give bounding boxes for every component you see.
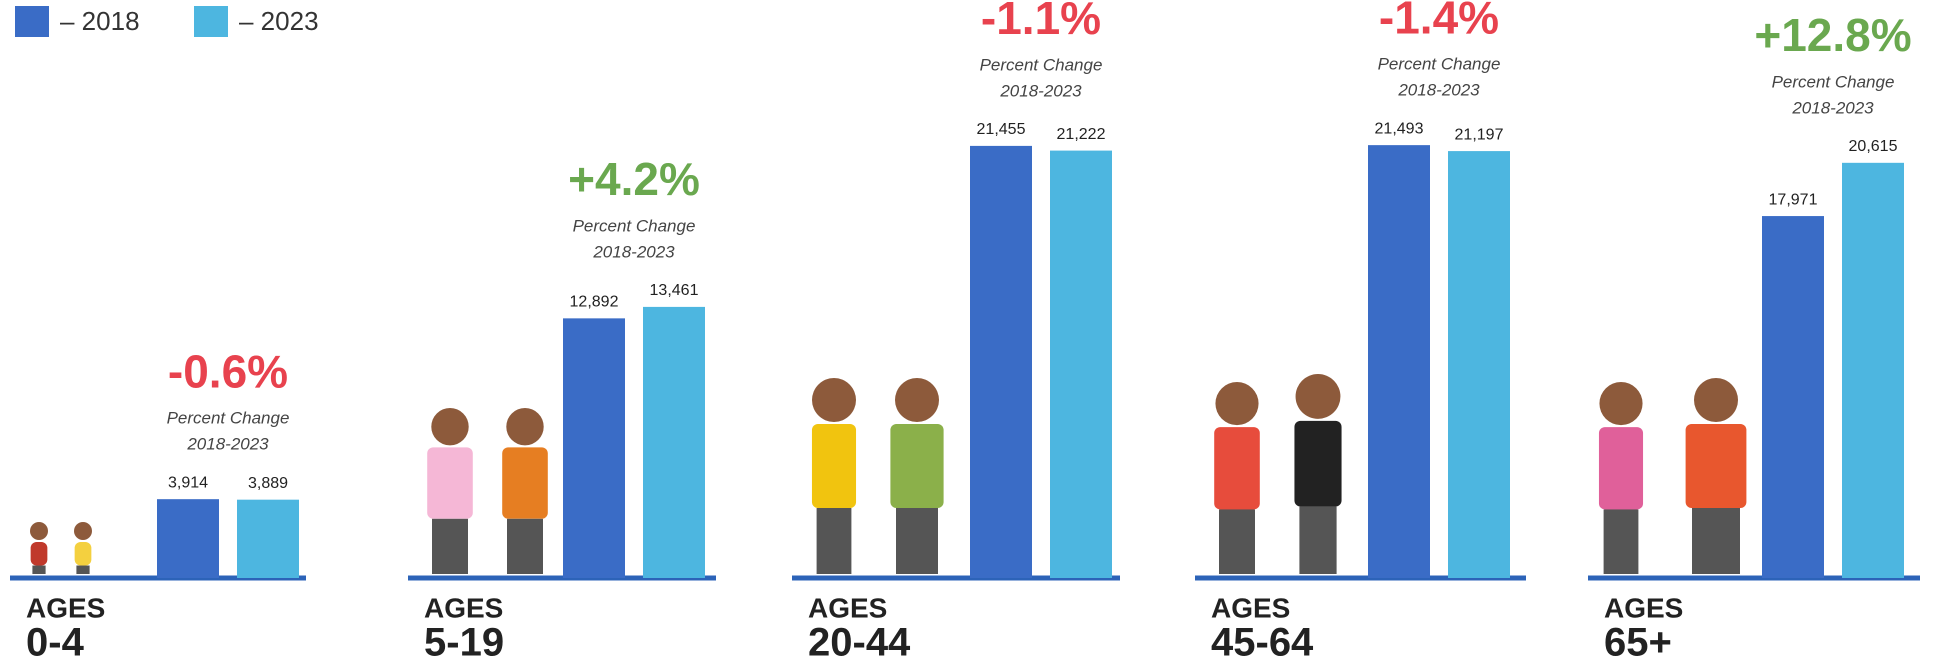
change-period: 2018-2023	[1791, 98, 1874, 117]
x-tick-label: 5-19	[424, 621, 504, 664]
legend-label: – 2018	[60, 6, 140, 36]
person-part	[1295, 374, 1341, 419]
category-prefix: AGES	[1604, 592, 1683, 623]
change-caption: Percent Change	[980, 55, 1103, 74]
person-part	[890, 424, 944, 508]
person-part	[507, 518, 543, 574]
value-label: 20,615	[1849, 138, 1898, 155]
change-caption: Percent Change	[1378, 55, 1501, 74]
person-part	[1603, 509, 1639, 574]
legend-swatch	[15, 6, 49, 37]
change-caption: Percent Change	[573, 216, 696, 235]
person-part	[427, 447, 473, 519]
person-part	[502, 447, 548, 519]
bar	[970, 145, 1032, 578]
person-part	[76, 565, 90, 574]
x-tick-label: 45-64	[1211, 621, 1314, 664]
person-icon	[890, 378, 944, 574]
bar	[1762, 216, 1824, 578]
x-tick-label: 65+	[1604, 621, 1672, 664]
value-label: 21,493	[1375, 120, 1424, 137]
x-tick-label: 0-4	[26, 621, 85, 664]
bar	[237, 499, 299, 578]
bar	[1368, 145, 1430, 578]
percent-change: -1.4%	[1379, 0, 1499, 43]
legend-label: – 2023	[239, 6, 319, 36]
category-prefix: AGES	[808, 592, 887, 623]
change-period: 2018-2023	[186, 435, 269, 454]
category-prefix: AGES	[424, 592, 503, 623]
change-caption: Percent Change	[1772, 72, 1895, 91]
person-icon	[811, 378, 857, 574]
person-part	[1219, 509, 1255, 574]
person-icon	[1685, 378, 1747, 574]
change-period: 2018-2023	[1397, 81, 1480, 100]
person-icon	[74, 522, 92, 574]
change-period: 2018-2023	[999, 81, 1082, 100]
value-label: 21,197	[1455, 126, 1504, 143]
value-label: 3,914	[168, 474, 208, 491]
person-part	[1598, 427, 1644, 510]
category-prefix: AGES	[1211, 592, 1290, 623]
person-part	[1692, 508, 1740, 574]
person-part	[431, 408, 469, 446]
person-part	[1685, 424, 1747, 508]
person-icon	[1214, 382, 1260, 574]
person-icon	[427, 408, 473, 574]
percent-change: -0.6%	[168, 345, 288, 397]
person-part	[812, 378, 856, 422]
person-icon	[30, 522, 48, 574]
value-label: 3,889	[248, 475, 288, 492]
value-label: 21,455	[977, 121, 1026, 138]
bar	[157, 499, 219, 578]
person-part	[30, 542, 48, 566]
person-part	[432, 518, 468, 574]
person-part	[1299, 506, 1337, 574]
bar	[1842, 162, 1904, 578]
change-caption: Percent Change	[167, 409, 290, 428]
person-part	[1599, 382, 1643, 426]
value-label: 17,971	[1769, 191, 1818, 208]
x-tick-label: 20-44	[808, 621, 911, 664]
person-part	[1214, 427, 1260, 510]
person-part	[895, 378, 939, 422]
person-part	[30, 522, 48, 540]
percent-change: +4.2%	[568, 153, 700, 205]
category-prefix: AGES	[26, 592, 105, 623]
person-icon	[1598, 382, 1644, 574]
person-icon	[1294, 374, 1342, 574]
person-part	[506, 408, 544, 446]
person-part	[1215, 382, 1259, 426]
person-part	[74, 522, 92, 540]
legend-swatch	[194, 6, 228, 37]
person-part	[811, 424, 857, 508]
percent-change: +12.8%	[1754, 9, 1911, 61]
bar	[563, 318, 625, 578]
value-label: 21,222	[1057, 126, 1106, 143]
bar	[643, 306, 705, 578]
person-part	[74, 542, 92, 566]
value-label: 12,892	[570, 294, 619, 311]
person-part	[1694, 378, 1738, 422]
value-label: 13,461	[650, 282, 699, 299]
bar	[1448, 151, 1510, 579]
percent-change: -1.1%	[981, 0, 1101, 44]
person-part	[1294, 420, 1342, 507]
person-part	[32, 565, 46, 574]
person-icon	[502, 408, 548, 574]
change-period: 2018-2023	[592, 242, 675, 261]
bar	[1050, 150, 1112, 578]
person-part	[896, 508, 938, 574]
person-part	[816, 508, 852, 574]
